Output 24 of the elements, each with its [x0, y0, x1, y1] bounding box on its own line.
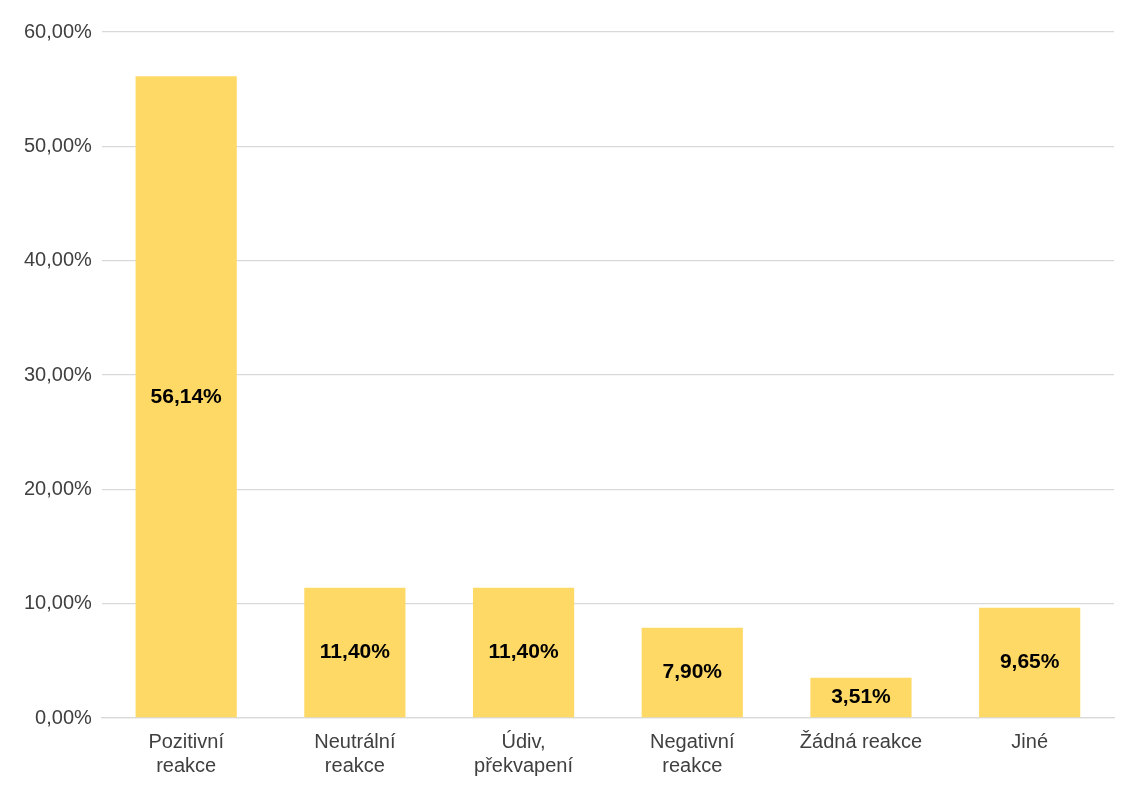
data-label: 11,40% [488, 639, 559, 663]
y-tick-label: 60,00% [23, 19, 93, 42]
x-tick-label: Negativní reakce [650, 729, 735, 776]
data-label: 7,90% [662, 659, 723, 683]
data-label: 3,51% [831, 684, 892, 708]
x-tick-label: Neutrální reakce [314, 729, 396, 776]
y-tick-label: 30,00% [23, 362, 93, 385]
x-tick-label: Údiv, překvapení [474, 729, 574, 776]
bar [979, 607, 1081, 718]
data-label: 9,65% [999, 649, 1060, 673]
x-tick-label: Jiné [1011, 729, 1048, 752]
y-tick-label: 0,00% [35, 705, 93, 728]
x-tick-label: Žádná reakce [799, 729, 923, 752]
data-label: 11,40% [319, 639, 391, 663]
y-tick-label: 20,00% [23, 476, 93, 499]
data-label: 56,14% [150, 383, 223, 407]
bar [641, 627, 743, 718]
y-tick-label: 50,00% [23, 133, 93, 156]
bar [135, 76, 237, 718]
y-tick-label: 10,00% [23, 591, 93, 614]
bar [304, 587, 406, 718]
y-tick-label: 40,00% [23, 248, 93, 271]
bar [472, 587, 575, 718]
x-tick-label: Pozitivní reakce [148, 729, 225, 776]
